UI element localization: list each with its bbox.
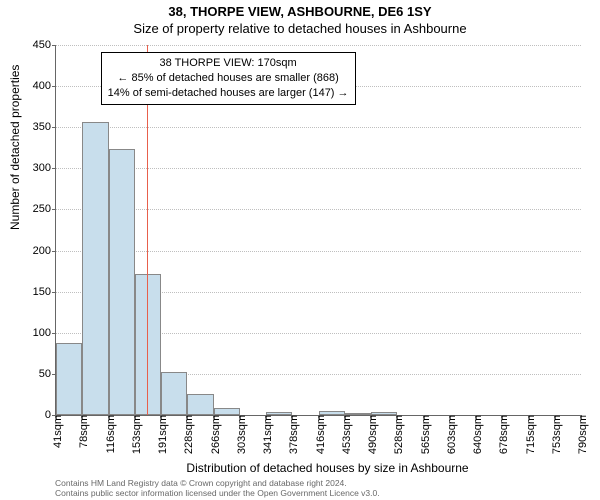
x-tick-label: 490sqm — [363, 415, 379, 454]
x-tick-label: 41sqm — [48, 415, 64, 448]
chart-title: 38, THORPE VIEW, ASHBOURNE, DE6 1SY — [0, 0, 600, 19]
plot-area: 05010015020025030035040045041sqm78sqm116… — [55, 45, 581, 416]
x-tick-label: 603sqm — [442, 415, 458, 454]
gridline — [56, 127, 581, 128]
x-tick-label: 78sqm — [74, 415, 90, 448]
x-tick-label: 116sqm — [101, 415, 117, 453]
x-tick-label: 790sqm — [573, 415, 589, 454]
x-tick-label: 565sqm — [416, 415, 432, 454]
chart-subtitle: Size of property relative to detached ho… — [0, 19, 600, 36]
gridline — [56, 45, 581, 46]
x-tick-label: 453sqm — [337, 415, 353, 454]
y-tick-label: 250 — [33, 203, 56, 215]
y-tick-label: 350 — [33, 121, 56, 133]
x-tick-label: 528sqm — [389, 415, 405, 454]
gridline — [56, 209, 581, 210]
y-tick-label: 50 — [39, 368, 56, 380]
histogram-bar — [82, 122, 108, 415]
y-axis-label: Number of detached properties — [8, 65, 22, 230]
chart-container: 38, THORPE VIEW, ASHBOURNE, DE6 1SY Size… — [0, 0, 600, 500]
x-tick-label: 191sqm — [153, 415, 169, 454]
y-tick-label: 100 — [33, 327, 56, 339]
histogram-bar — [109, 149, 135, 415]
x-tick-label: 341sqm — [258, 415, 274, 454]
histogram-bar — [161, 372, 187, 415]
x-tick-label: 640sqm — [468, 415, 484, 454]
x-tick-label: 416sqm — [311, 415, 327, 454]
y-tick-label: 300 — [33, 162, 56, 174]
y-tick-label: 200 — [33, 245, 56, 257]
y-tick-label: 400 — [33, 80, 56, 92]
x-tick-label: 153sqm — [127, 415, 143, 454]
gridline — [56, 251, 581, 252]
x-axis-label: Distribution of detached houses by size … — [0, 461, 600, 475]
gridline — [56, 168, 581, 169]
x-tick-label: 678sqm — [494, 415, 510, 454]
x-tick-label: 715sqm — [521, 415, 537, 454]
y-tick-label: 450 — [33, 39, 56, 51]
annotation-box: 38 THORPE VIEW: 170sqm← 85% of detached … — [101, 52, 356, 105]
histogram-bar — [187, 394, 213, 415]
histogram-bar — [56, 343, 82, 415]
x-tick-label: 266sqm — [206, 415, 222, 454]
x-tick-label: 303sqm — [232, 415, 248, 454]
attribution-text: Contains HM Land Registry data © Crown c… — [55, 479, 380, 499]
histogram-bar — [135, 274, 161, 415]
x-tick-label: 753sqm — [547, 415, 563, 454]
x-tick-label: 228sqm — [179, 415, 195, 454]
y-tick-label: 150 — [33, 286, 56, 298]
x-tick-label: 378sqm — [284, 415, 300, 454]
